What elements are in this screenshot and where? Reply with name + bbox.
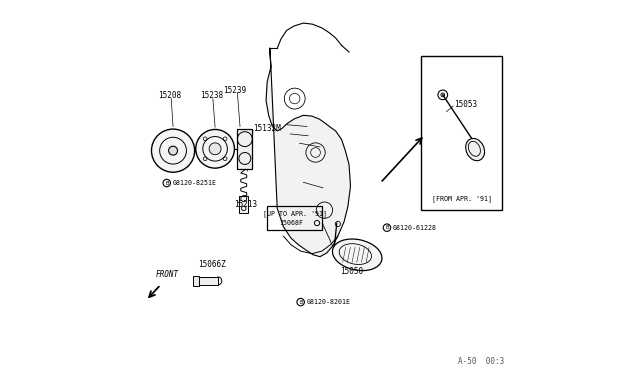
Text: FRONT: FRONT	[156, 270, 179, 279]
Text: [UP TO APR. '91]: [UP TO APR. '91]	[262, 210, 326, 217]
Bar	[421, 56, 502, 210]
Text: 15066Z: 15066Z	[198, 260, 226, 269]
Bar	[237, 129, 252, 169]
Text: 15068F: 15068F	[279, 220, 303, 226]
Text: 15213: 15213	[234, 200, 257, 209]
Circle shape	[209, 143, 221, 155]
Bar	[193, 276, 199, 286]
Polygon shape	[266, 48, 351, 257]
Text: 08120-61228: 08120-61228	[392, 225, 436, 231]
Bar	[199, 277, 218, 285]
Circle shape	[152, 129, 195, 172]
Text: 15050: 15050	[340, 267, 363, 276]
Bar	[267, 206, 322, 230]
Text: 15208: 15208	[158, 92, 181, 100]
Text: 08120-8201E: 08120-8201E	[306, 299, 350, 305]
Text: 08120-8251E: 08120-8251E	[172, 180, 216, 186]
Text: 15053: 15053	[454, 100, 477, 109]
Text: A-50  00:3: A-50 00:3	[458, 357, 504, 366]
Text: B: B	[385, 225, 388, 230]
Ellipse shape	[466, 138, 484, 161]
Text: B: B	[165, 180, 168, 186]
Circle shape	[168, 146, 177, 155]
Text: B: B	[299, 299, 302, 305]
Circle shape	[196, 129, 234, 168]
Circle shape	[441, 93, 445, 97]
Text: 15239: 15239	[223, 86, 247, 94]
Text: 15132M: 15132M	[253, 124, 281, 133]
Bar	[239, 196, 248, 213]
Text: [FROM APR. '91]: [FROM APR. '91]	[432, 196, 492, 202]
Text: 15238: 15238	[200, 92, 223, 100]
Ellipse shape	[332, 239, 382, 270]
